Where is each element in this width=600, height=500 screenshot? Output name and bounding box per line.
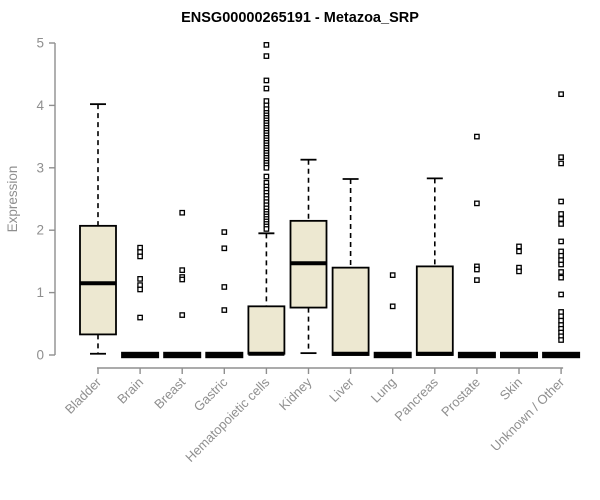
outlier-point [558, 160, 564, 167]
x-tick-label-bladder: Bladder [62, 374, 105, 417]
x-tick-label-unknown-other: Unknown / Other [488, 374, 568, 454]
zero-box-bar [457, 351, 496, 359]
outlier-point [263, 226, 270, 232]
outlier-point [474, 133, 480, 140]
box-gastric [205, 229, 244, 359]
x-tick-label-prostate: Prostate [438, 375, 483, 420]
zero-box-bar [373, 351, 412, 359]
outlier-point [558, 291, 564, 298]
x-tick-label-breast: Breast [151, 374, 188, 411]
box-series [79, 42, 581, 359]
outlier-point [516, 248, 522, 255]
outlier-point [558, 238, 564, 245]
outlier-point [516, 268, 522, 275]
outlier-point [558, 211, 564, 217]
outlier-point [558, 337, 564, 343]
y-tick-label: 1 [36, 285, 44, 300]
x-tick-label-brain: Brain [114, 375, 146, 407]
y-tick-label: 2 [36, 223, 44, 238]
outlier-point [221, 307, 228, 313]
box-skin [500, 243, 538, 359]
outlier-point [137, 286, 143, 293]
box-prostate [457, 133, 496, 359]
x-tick-label-skin: Skin [497, 375, 525, 403]
outlier-point [263, 164, 270, 171]
box-liver [331, 178, 370, 356]
x-tick-label-kidney: Kidney [276, 374, 315, 413]
outlier-point [137, 253, 143, 260]
outlier-point [558, 274, 564, 281]
chart-title: ENSG00000265191 - Metazoa_SRP [181, 10, 419, 26]
outlier-point [263, 53, 270, 59]
iqr-box [79, 224, 117, 336]
x-tick-label-pancreas: Pancreas [391, 374, 441, 424]
y-tick-label: 5 [36, 36, 44, 51]
outlier-point [263, 85, 270, 92]
box-kidney [289, 158, 328, 355]
outlier-point [263, 173, 270, 180]
x-tick-label-lung: Lung [368, 375, 399, 406]
outlier-point [137, 276, 143, 282]
outlier-point [221, 284, 228, 290]
outlier-point [558, 154, 564, 161]
outlier-point [474, 277, 480, 283]
zero-box-bar [163, 351, 202, 359]
outlier-point [474, 200, 480, 207]
box-bladder [79, 103, 117, 355]
iqr-box [331, 266, 370, 356]
y-axis-label: Expression [5, 166, 20, 233]
zero-box-bar [121, 351, 160, 359]
box-brain [121, 244, 160, 359]
outlier-point [179, 276, 186, 283]
outlier-point [389, 272, 396, 278]
zero-box-bar [542, 351, 581, 359]
outlier-point [558, 261, 564, 268]
zero-box-bar [500, 351, 538, 359]
outlier-point [263, 42, 270, 48]
box-pancreas [415, 177, 454, 356]
y-tick-label: 0 [36, 348, 44, 363]
box-lung [373, 272, 412, 359]
y-tick-label: 4 [36, 98, 44, 113]
x-tick-label-gastric: Gastric [191, 374, 231, 414]
outlier-point [179, 267, 186, 273]
outlier-point [558, 198, 564, 205]
outlier-point [389, 303, 396, 310]
iqr-box [415, 265, 454, 356]
iqr-box [247, 305, 286, 355]
outlier-point [137, 314, 143, 321]
outlier-point [558, 269, 564, 275]
outlier-point [558, 221, 564, 227]
outlier-point [558, 91, 564, 98]
outlier-point [179, 312, 186, 318]
outlier-point [516, 243, 522, 250]
x-tick-label-liver: Liver [326, 374, 357, 405]
outlier-point [558, 216, 564, 222]
outlier-point [179, 209, 186, 216]
outlier-point [221, 245, 228, 252]
outlier-point [221, 229, 228, 235]
y-tick-label: 3 [36, 160, 44, 175]
box-unknown-other [542, 91, 581, 359]
box-hematopoietic-cells [247, 42, 286, 356]
outlier-point [474, 266, 480, 273]
box-breast [163, 209, 202, 359]
outlier-point [263, 77, 270, 84]
zero-box-bar [205, 351, 244, 359]
